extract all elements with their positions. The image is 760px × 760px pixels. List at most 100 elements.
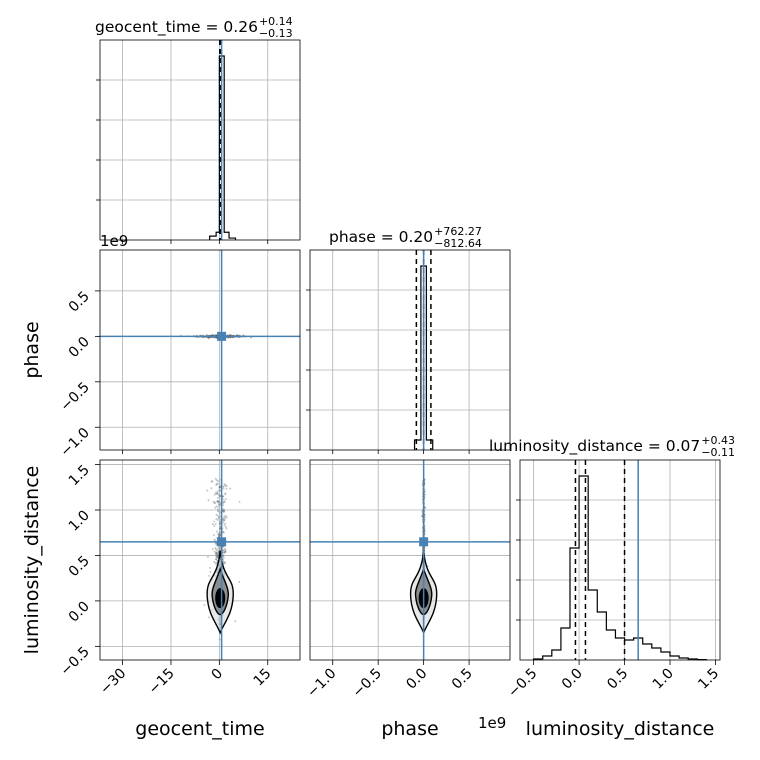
scatter-point (219, 534, 222, 537)
scatter-point (223, 549, 226, 552)
scatter-point (216, 500, 219, 503)
scatter-point (225, 515, 228, 518)
y-tick-label-luminosity_distance: 0.5 (66, 553, 93, 580)
x-tick-label-phase: 0.5 (449, 666, 476, 693)
scatter-point (213, 520, 216, 523)
scatter-point (216, 510, 219, 513)
scatter-point (216, 555, 219, 558)
scatter-point (210, 487, 213, 490)
scatter-point (218, 486, 221, 489)
scatter-point (215, 555, 218, 558)
scatter-point (223, 551, 226, 554)
y-tick-label-luminosity_distance: −0.5 (57, 644, 92, 679)
scatter-point (216, 500, 219, 503)
scatter-point (217, 551, 220, 554)
scatter-point (211, 523, 214, 526)
scatter-point (219, 484, 222, 487)
panel-title-sup-luminosity_distance: +0.43 (701, 434, 735, 447)
scatter-point (222, 485, 225, 488)
scatter-point (214, 562, 217, 565)
scatter-point (217, 493, 220, 496)
scatter-point (218, 489, 221, 492)
offset-label-phase-y: 1e9 (100, 232, 128, 250)
scatter-point (223, 485, 226, 488)
panel-title-sub-phase: −812.64 (434, 237, 482, 250)
x-tick-label-geocent_time: −15 (146, 666, 178, 698)
scatter-point (216, 554, 219, 557)
scatter-point (214, 506, 217, 509)
scatter-point (218, 503, 221, 506)
panel-geocent_time-vs-phase (99, 249, 301, 451)
truth-marker-geocent_time-luminosity_distance (217, 537, 227, 547)
scatter-point (215, 493, 218, 496)
truth-marker-phase-luminosity_distance (419, 537, 429, 547)
scatter-point (225, 516, 228, 519)
scatter-point (238, 581, 241, 584)
text-layer: −30 −15 0 15 −1.0 −0.5 0.0 0.5 −0.5 0.0 0.5 1.0 1.5−… (21, 15, 735, 740)
scatter-point (213, 560, 216, 563)
scatter-point (219, 527, 222, 530)
x-tick-label-luminosity_distance: 1.0 (650, 666, 677, 693)
x-tick-label-phase: −0.5 (350, 666, 385, 701)
scatter-point (217, 550, 220, 553)
scatter-point (224, 492, 227, 495)
scatter-point (212, 500, 215, 503)
scatter-point (223, 517, 226, 520)
panel-title-luminosity_distance: luminosity_distance = 0.07 (489, 437, 700, 456)
scatter-point (210, 480, 213, 483)
scatter-point (224, 526, 227, 529)
panel-hist-geocent_time (99, 39, 301, 241)
histogram-luminosity_distance (533, 475, 707, 661)
panel-hist-luminosity_distance (519, 459, 721, 661)
scatter-point (213, 502, 216, 505)
scatter-point (215, 505, 218, 508)
scatter-point (209, 570, 212, 573)
scatter-point (222, 487, 225, 490)
scatter-point (217, 503, 220, 506)
panel-title-sup-geocent_time: +0.14 (259, 15, 293, 28)
scatter-point (217, 552, 220, 555)
scatter-point (215, 484, 218, 487)
scatter-point (222, 502, 225, 505)
scatter-point (216, 514, 219, 517)
y-tick-label-phase: −0.5 (57, 379, 92, 414)
x-axis-label-geocent_time: geocent_time (135, 718, 264, 740)
scatter-point (216, 519, 219, 522)
scatter-point (215, 482, 218, 485)
scatter-point (206, 489, 209, 492)
scatter-point (228, 334, 231, 337)
scatter-point (224, 561, 227, 564)
scatter-point (214, 522, 217, 525)
scatter-point (215, 518, 218, 521)
scatter-point (213, 550, 216, 553)
panel-title-sub-geocent_time: −0.13 (259, 27, 293, 40)
scatter-point (217, 500, 220, 503)
scatter-point (215, 554, 218, 557)
scatter-point (221, 549, 224, 552)
scatter-point (222, 560, 225, 563)
scatter-point (214, 477, 217, 480)
scatter-point (222, 554, 225, 557)
scatter-point (221, 518, 224, 521)
x-axis-label-phase: phase (381, 718, 438, 740)
scatter-point (224, 483, 227, 486)
scatter-point (218, 527, 221, 530)
scatter-point (217, 532, 220, 535)
scatter-point (215, 551, 218, 554)
scatter-point (219, 486, 222, 489)
panel-geocent_time-vs-luminosity_distance (99, 459, 301, 661)
scatter-point (216, 549, 219, 552)
scatter-point (215, 552, 218, 555)
scatter-point (223, 509, 226, 512)
scatter-point (217, 501, 220, 504)
y-axis-label-phase: phase (21, 321, 43, 378)
scatter-point (421, 515, 424, 518)
scatter-point (224, 550, 227, 553)
scatter-point (234, 620, 237, 623)
scatter-point (216, 555, 219, 558)
scatter-point (218, 638, 221, 641)
histogram-geocent_time (209, 55, 237, 240)
scatter-point (238, 500, 241, 503)
scatter-point (222, 508, 225, 511)
